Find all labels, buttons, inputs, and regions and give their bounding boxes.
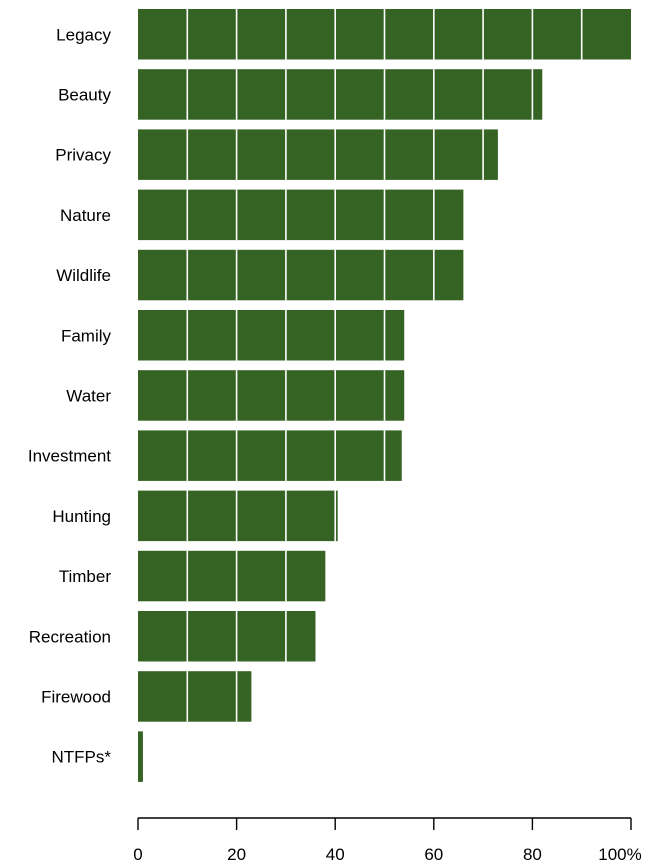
- bar-wildlife: [138, 249, 464, 301]
- category-label: Privacy: [55, 146, 111, 165]
- bar-nature: [138, 189, 464, 241]
- x-tick-label: 40: [326, 845, 345, 864]
- bars-group: [138, 9, 631, 782]
- x-tick-label: 100%: [598, 845, 641, 864]
- category-label: Recreation: [29, 627, 111, 646]
- category-labels: Legacy Beauty Privacy Nature Wildlife Family W…: [28, 25, 112, 766]
- bar-family: [138, 310, 405, 361]
- category-label: Investment: [28, 447, 111, 466]
- category-label: Nature: [60, 206, 111, 225]
- category-label: Legacy: [56, 25, 111, 44]
- x-tick-label: 80: [523, 845, 542, 864]
- bar-hunting: [138, 490, 338, 542]
- category-label: Family: [61, 326, 112, 345]
- bar-privacy: [138, 129, 498, 180]
- category-label: NTFPs*: [52, 748, 112, 767]
- bar-water: [138, 370, 405, 421]
- bar-timber: [138, 550, 326, 602]
- x-tick-label: 60: [424, 845, 443, 864]
- bar-beauty: [138, 69, 543, 120]
- bar-ntfps: [138, 731, 143, 782]
- x-tick-label: 20: [227, 845, 246, 864]
- x-axis: 0 20 40 60 80 100%: [133, 817, 642, 864]
- bar-firewood: [138, 671, 252, 722]
- category-label: Timber: [59, 567, 112, 586]
- category-label: Beauty: [58, 85, 111, 104]
- x-tick-label: 0: [133, 845, 142, 864]
- category-label: Hunting: [52, 507, 111, 526]
- bar-recreation: [138, 611, 316, 662]
- bar-gridlines: [186, 9, 583, 722]
- bar-investment: [138, 430, 402, 481]
- category-label: Water: [66, 386, 111, 405]
- category-label: Wildlife: [56, 266, 111, 285]
- category-label: Firewood: [41, 687, 111, 706]
